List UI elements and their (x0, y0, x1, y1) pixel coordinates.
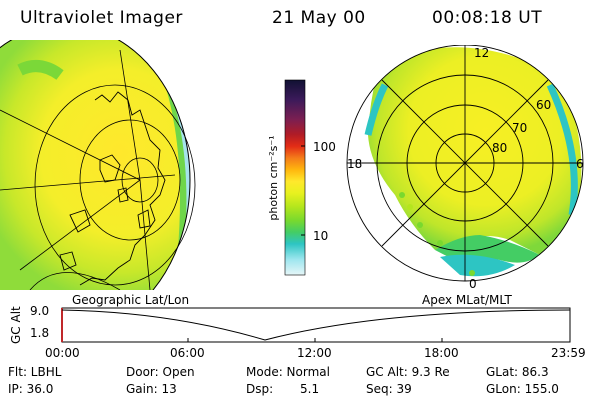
seq-info: Seq: 39 (366, 382, 412, 396)
door-info: Door: Open (126, 365, 195, 379)
ip-info: IP: 36.0 (8, 382, 54, 396)
apex-label: Apex MLat/MLT (422, 293, 512, 307)
geographic-label: Geographic Lat/Lon (72, 293, 190, 307)
date-label: 21 May 00 (272, 8, 366, 28)
x-tick-00: 00:00 (45, 346, 80, 360)
alt-tick-1-8: 1.8 (30, 326, 50, 340)
glat-info: GLat: 86.3 (486, 365, 549, 379)
x-tick-12: 12:00 (297, 346, 332, 360)
mlt-label-12: 12 (474, 46, 490, 60)
filter-info: Flt: LBHL (8, 365, 62, 379)
colorbar: photon cm⁻²s⁻¹ (267, 79, 306, 276)
mlat-label-60: 60 (536, 98, 552, 112)
glon-info: GLon: 155.0 (486, 382, 559, 396)
x-tick-06: 06:00 (170, 346, 205, 360)
x-tick-2359: 23:59 (551, 346, 586, 360)
dsp-value: 5.1 (300, 382, 320, 396)
mode-info: Mode: Normal (246, 365, 330, 379)
instrument-title: Ultraviolet Imager (20, 8, 183, 28)
altitude-ylabel: GC Alt (9, 306, 23, 344)
geographic-map (0, 40, 196, 290)
colorbar-tick-10: 10 (313, 229, 329, 243)
x-tick-18: 18:00 (424, 346, 459, 360)
mlt-label-6: 6 (576, 157, 584, 171)
alt-tick-9: 9.0 (30, 304, 50, 318)
time-label: 00:08:18 UT (432, 8, 543, 28)
altitude-plot: GC Alt (9, 306, 571, 344)
colorbar-unit-label: photon cm⁻²s⁻¹ (267, 135, 280, 220)
gain-info: Gain: 13 (126, 382, 177, 396)
dsp-label: Dsp: (246, 382, 274, 396)
colorbar-tick-100: 100 (313, 140, 336, 154)
mlt-label-0: 0 (469, 277, 477, 291)
polar-map (346, 45, 584, 282)
gc-alt-info: GC Alt: 9.3 Re (366, 365, 450, 379)
mlat-label-70: 70 (512, 121, 528, 135)
mlat-label-80: 80 (492, 141, 508, 155)
mlt-label-18: 18 (347, 157, 363, 171)
